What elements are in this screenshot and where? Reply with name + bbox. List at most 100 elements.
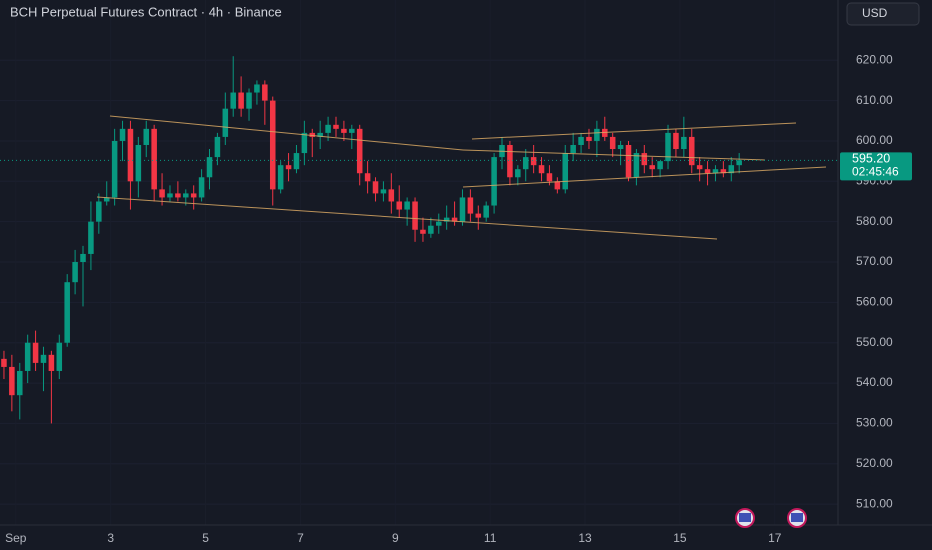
candle-body	[119, 128, 126, 141]
candle-body	[269, 100, 276, 190]
candle-body	[435, 221, 442, 226]
chart-title: BCH Perpetual Futures Contract · 4h · Bi…	[10, 4, 282, 19]
candle-body	[349, 128, 355, 133]
candle-body	[143, 128, 150, 145]
candle-body	[696, 165, 703, 170]
candle-body	[40, 354, 47, 363]
candle-body	[238, 92, 244, 109]
trendline	[96, 196, 718, 240]
candle-body	[167, 193, 173, 198]
candle-body	[688, 136, 695, 166]
candle-body	[262, 84, 268, 101]
x-tick-label: 5	[202, 531, 209, 545]
candle-body	[491, 157, 497, 206]
candle-body	[388, 189, 395, 202]
candle-body	[428, 225, 434, 234]
candle-body	[183, 193, 189, 198]
candle-body	[206, 157, 213, 178]
candle-body	[341, 128, 347, 133]
axes: 510.00 520.00 530.00 540.00 550.00 560.00 570.…	[0, 52, 912, 545]
candle-body	[64, 282, 70, 343]
y-tick-label: 510.00	[856, 496, 893, 510]
candle-body	[396, 201, 403, 210]
event-flags	[735, 508, 807, 528]
candle-body	[609, 136, 616, 150]
candle-body	[32, 342, 39, 363]
candle-body	[230, 92, 236, 109]
candle-body	[404, 201, 410, 210]
candle-body	[522, 157, 529, 170]
candles	[1, 56, 742, 424]
candle-body	[1, 358, 7, 367]
candle-body	[309, 132, 316, 137]
candle-body	[712, 169, 719, 174]
y-tick-label: 610.00	[856, 93, 893, 107]
trendline	[109, 115, 464, 151]
y-tick-label: 550.00	[856, 335, 893, 349]
candle-body	[198, 177, 205, 198]
x-tick-label: 17	[768, 531, 782, 545]
candle-body	[649, 165, 655, 170]
candle-body	[380, 189, 387, 194]
candle-body	[190, 193, 197, 198]
candle-body	[617, 144, 624, 150]
y-tick-label: 530.00	[856, 416, 893, 430]
candle-body	[111, 140, 118, 198]
candle-body	[704, 169, 711, 174]
candle-body	[530, 157, 537, 166]
candle-body	[333, 124, 339, 129]
grid	[0, 59, 838, 505]
y-tick-label: 560.00	[856, 295, 893, 309]
trendline	[471, 122, 797, 140]
candle-body	[356, 128, 363, 174]
candle-body	[214, 136, 221, 158]
flag-icon	[739, 513, 751, 522]
candle-body	[246, 92, 252, 109]
candle-body	[127, 128, 134, 182]
candle-body	[562, 153, 569, 190]
candle-body	[277, 165, 284, 190]
candle-body	[151, 128, 157, 190]
candle-body	[459, 197, 466, 222]
candle-body	[483, 205, 489, 218]
currency-label[interactable]: USD	[862, 6, 888, 20]
candle-body	[681, 136, 687, 150]
candle-body	[293, 153, 300, 170]
x-tick-label: 11	[484, 531, 497, 545]
candle-body	[16, 370, 23, 396]
candle-body	[475, 213, 482, 218]
trendlines	[96, 115, 827, 240]
candle-body	[412, 201, 418, 230]
candle-body	[736, 160, 742, 166]
candle-body	[103, 197, 110, 202]
y-tick-label: 600.00	[856, 133, 893, 147]
current-price-label: 595.20	[852, 152, 890, 166]
x-tick-label: Sep	[5, 531, 27, 545]
candle-body	[507, 144, 513, 178]
x-tick-label: 13	[578, 531, 592, 545]
x-tick-label: 7	[297, 531, 304, 545]
currency-button[interactable]	[846, 2, 920, 26]
trendline	[462, 166, 827, 188]
candle-body	[135, 144, 142, 182]
candle-body	[72, 262, 78, 283]
candle-body	[578, 136, 584, 145]
x-tick-label: 15	[673, 531, 687, 545]
candle-body	[625, 144, 632, 178]
candle-body	[720, 169, 727, 174]
candle-body	[24, 342, 31, 371]
candle-body	[9, 366, 15, 396]
candle-body	[451, 217, 458, 222]
candle-body	[594, 128, 600, 141]
candle-body	[673, 132, 679, 150]
candle-body	[317, 132, 323, 137]
candle-body	[285, 165, 292, 170]
candle-body	[88, 221, 94, 254]
candle-body	[665, 132, 671, 162]
candle-body	[728, 165, 735, 174]
candle-body	[633, 153, 640, 178]
y-tick-label: 540.00	[856, 375, 893, 389]
